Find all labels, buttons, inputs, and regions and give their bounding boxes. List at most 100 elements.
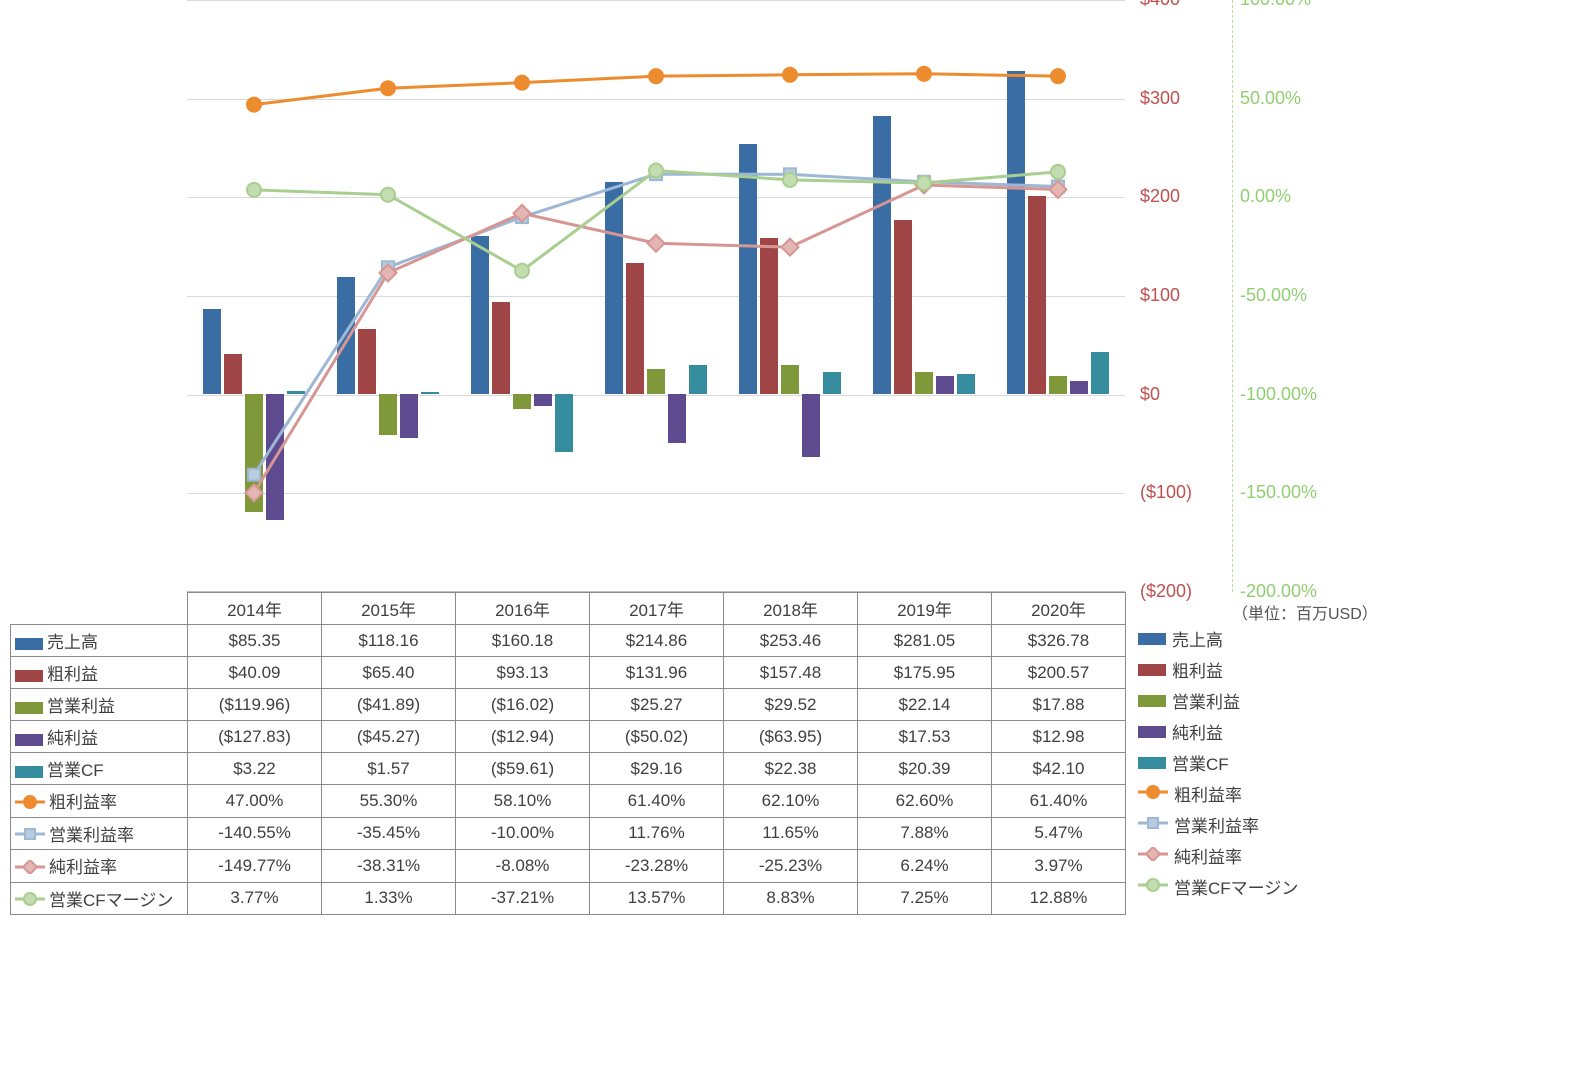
marker-gross_m [381, 81, 395, 95]
table-row: 営業CF$3.22$1.57($59.61)$29.16$22.38$20.39… [11, 753, 1126, 785]
legend-label: 売上高 [1172, 626, 1223, 651]
cell: $85.35 [188, 625, 322, 657]
cell: ($127.83) [188, 721, 322, 753]
axis2-tick: 50.00% [1240, 88, 1301, 109]
cell: 7.88% [858, 817, 992, 850]
cell: $157.48 [724, 657, 858, 689]
cell: $118.16 [322, 625, 456, 657]
cell: $40.09 [188, 657, 322, 689]
cell: 3.97% [992, 850, 1126, 883]
right-legend: 売上高粗利益営業利益純利益営業CF粗利益率営業利益率純利益率営業CFマージン [1138, 623, 1338, 902]
data-table: 2014年2015年2016年2017年2018年2019年2020年売上高$8… [10, 592, 1126, 915]
cell: -23.28% [590, 850, 724, 883]
cell: -8.08% [456, 850, 590, 883]
marker-net_m [782, 239, 799, 256]
cell: $3.22 [188, 753, 322, 785]
legend-item: 粗利益率 [1138, 778, 1338, 809]
cell: $12.98 [992, 721, 1126, 753]
cell: 11.65% [724, 817, 858, 850]
cell: $22.14 [858, 689, 992, 721]
row-label: 営業利益 [11, 689, 188, 721]
table-row: 純利益率-149.77%-38.31%-8.08%-23.28%-25.23%6… [11, 850, 1126, 883]
legend-label: 営業利益 [1172, 688, 1240, 713]
axis2-tick: -50.00% [1240, 285, 1307, 306]
marker-ocf_m [381, 188, 395, 202]
cell: $17.53 [858, 721, 992, 753]
row-label: 粗利益 [11, 657, 188, 689]
marker-op_m [248, 469, 260, 481]
cell: -38.31% [322, 850, 456, 883]
table-row: 粗利益率47.00%55.30%58.10%61.40%62.10%62.60%… [11, 785, 1126, 818]
legend-label: 営業CFマージン [1174, 874, 1298, 899]
cell: $200.57 [992, 657, 1126, 689]
marker-gross_m [1051, 69, 1065, 83]
row-label: 純利益 [11, 721, 188, 753]
axis2-tick: -200.00% [1240, 581, 1317, 602]
cell: 62.60% [858, 785, 992, 818]
cell: 1.33% [322, 882, 456, 915]
cell: $29.16 [590, 753, 724, 785]
legend-label: 営業CF [1172, 750, 1229, 775]
line-op_m [254, 174, 1058, 475]
row-label: 営業CF [11, 753, 188, 785]
cell: -140.55% [188, 817, 322, 850]
legend-item: 粗利益 [1138, 654, 1338, 685]
axis2-tick: 100.00% [1240, 0, 1311, 10]
marker-net_m [648, 235, 665, 252]
year-header: 2020年 [992, 593, 1126, 625]
axis1-tick: ($100) [1140, 482, 1192, 503]
year-header: 2019年 [858, 593, 992, 625]
cell: $20.39 [858, 753, 992, 785]
table-header-row: 2014年2015年2016年2017年2018年2019年2020年 [11, 593, 1126, 625]
axis1-tick: $200 [1140, 186, 1180, 207]
axis2-tick: -150.00% [1240, 482, 1317, 503]
table-row: 粗利益$40.09$65.40$93.13$131.96$157.48$175.… [11, 657, 1126, 689]
line-chart-svg [187, 0, 1125, 591]
legend-item: 営業利益率 [1138, 809, 1338, 840]
cell: ($63.95) [724, 721, 858, 753]
marker-net_m [246, 484, 263, 501]
cell: ($12.94) [456, 721, 590, 753]
cell: $214.86 [590, 625, 724, 657]
cell: $160.18 [456, 625, 590, 657]
table-row: 売上高$85.35$118.16$160.18$214.86$253.46$28… [11, 625, 1126, 657]
legend-item: 売上高 [1138, 623, 1338, 654]
year-header: 2014年 [188, 593, 322, 625]
cell: 11.76% [590, 817, 724, 850]
legend-item: 営業CF [1138, 747, 1338, 778]
marker-ocf_m [247, 183, 261, 197]
marker-ocf_m [515, 264, 529, 278]
cell: $253.46 [724, 625, 858, 657]
legend-label: 純利益 [1172, 719, 1223, 744]
line-net_m [254, 185, 1058, 493]
chart-wrapper: $400$300$200$100$0($100)($200) 100.00%50… [0, 0, 1586, 1071]
cell: ($16.02) [456, 689, 590, 721]
cell: $326.78 [992, 625, 1126, 657]
legend-label: 営業利益率 [1174, 812, 1259, 837]
marker-gross_m [515, 76, 529, 90]
cell: ($41.89) [322, 689, 456, 721]
axis1-tick: ($200) [1140, 581, 1192, 602]
marker-ocf_m [1051, 165, 1065, 179]
year-header: 2017年 [590, 593, 724, 625]
table-row: 営業利益($119.96)($41.89)($16.02)$25.27$29.5… [11, 689, 1126, 721]
axis1-tick: $100 [1140, 285, 1180, 306]
cell: ($59.61) [456, 753, 590, 785]
axis1-tick: $0 [1140, 384, 1160, 405]
cell: 61.40% [992, 785, 1126, 818]
year-header: 2015年 [322, 593, 456, 625]
legend-label: 粗利益率 [1174, 781, 1242, 806]
marker-gross_m [783, 68, 797, 82]
cell: 7.25% [858, 882, 992, 915]
axis2-tick: 0.00% [1240, 186, 1291, 207]
table-row: 営業CFマージン3.77%1.33%-37.21%13.57%8.83%7.25… [11, 882, 1126, 915]
cell: $29.52 [724, 689, 858, 721]
row-label: 売上高 [11, 625, 188, 657]
cell: -25.23% [724, 850, 858, 883]
cell: 47.00% [188, 785, 322, 818]
cell: ($45.27) [322, 721, 456, 753]
marker-ocf_m [783, 173, 797, 187]
marker-gross_m [247, 98, 261, 112]
cell: ($119.96) [188, 689, 322, 721]
cell: 6.24% [858, 850, 992, 883]
